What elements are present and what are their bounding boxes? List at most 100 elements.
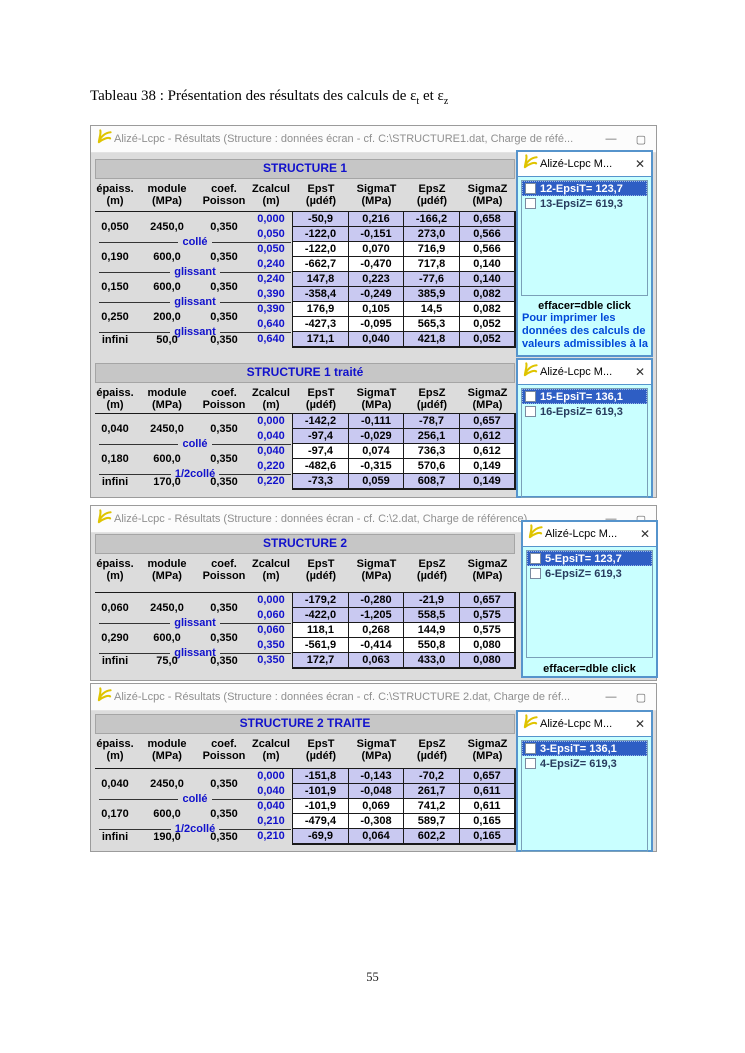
interface-rule-right	[211, 798, 292, 800]
result-cell: -77,6	[404, 272, 460, 287]
column-header: EpsZ (µdéf)	[404, 387, 460, 413]
result-cell: -479,4	[293, 814, 349, 829]
zcalcul-cell: 0,050	[257, 243, 285, 255]
section-header-band: STRUCTURE 1 traité	[95, 363, 515, 383]
column-header-line2: (m)	[262, 750, 280, 762]
result-cell: -50,9	[293, 212, 349, 227]
column-header-line1: module	[147, 183, 187, 195]
minimize-button[interactable]: —	[605, 691, 617, 703]
panel-item-checkbox[interactable]	[530, 553, 541, 564]
column-header-line1: SigmaT	[356, 558, 397, 570]
panel-item-label: 5-EpsiT= 123,7	[545, 552, 622, 565]
table-caption: Tableau 38 : Présentation des résultats …	[90, 88, 449, 107]
interface-label: glissant	[99, 266, 292, 278]
result-cell: 0,223	[349, 272, 404, 287]
interface-label: glissant	[99, 647, 292, 659]
close-button[interactable]: ✕	[639, 527, 651, 541]
zcalcul-cell: 0,050	[257, 228, 285, 240]
result-cell: 0,040	[349, 332, 404, 347]
column-header-line2: Poisson	[202, 750, 246, 762]
panel-item[interactable]: 13-EpsiZ= 619,3	[522, 196, 647, 211]
close-button[interactable]: ✕	[634, 717, 646, 731]
result-cell: -166,2	[404, 212, 460, 227]
column-header-line1: module	[147, 558, 187, 570]
zcalcul-cell: 0,000	[257, 415, 285, 427]
column-header-line2: (MPa)	[152, 399, 182, 411]
interface-rule-left	[99, 652, 171, 654]
result-cell: 0,064	[349, 829, 404, 844]
result-cell: -662,7	[293, 257, 349, 272]
column-header-line2: (m)	[262, 195, 280, 207]
close-button[interactable]: ✕	[634, 157, 646, 171]
interface-type-label: glissant	[174, 266, 216, 278]
panel-item[interactable]: 12-EpsiT= 123,7	[522, 181, 647, 196]
minimize-button[interactable]: —	[605, 133, 617, 145]
panel-item-label: 12-EpsiT= 123,7	[540, 182, 623, 195]
column-header: Zcalcul (m)	[249, 387, 293, 413]
maximize-button[interactable]: ▢	[635, 133, 647, 146]
panel-item[interactable]: 15-EpsiT= 136,1	[522, 389, 647, 404]
panel-item-label: 13-EpsiZ= 619,3	[540, 197, 623, 210]
result-cell: 558,5	[404, 608, 460, 623]
column-header: SigmaT (MPa)	[349, 738, 404, 764]
panel-item[interactable]: 4-EpsiZ= 619,3	[522, 756, 647, 771]
result-cell: 0,149	[460, 474, 515, 489]
poisson-cell: 0,350	[210, 632, 238, 644]
result-cell: 0,658	[460, 212, 515, 227]
column-header-line1: EpsZ	[418, 387, 446, 399]
alize-logo-icon	[520, 714, 540, 734]
column-header: coef. Poisson	[199, 183, 249, 209]
panel-titlebar[interactable]: Alizé-Lcpc M... ✕	[518, 360, 651, 385]
minimize-button[interactable]: —	[605, 513, 617, 525]
maximize-button[interactable]: ▢	[635, 691, 647, 704]
column-header: coef. Poisson	[199, 558, 249, 584]
alize-logo-icon	[525, 524, 545, 544]
result-cell: 0,069	[349, 799, 404, 814]
panel-item-checkbox[interactable]	[525, 198, 536, 209]
section-header-label: STRUCTURE 2	[262, 536, 347, 550]
result-cell: -0,280	[349, 593, 404, 608]
module-cell: 190,0	[153, 830, 181, 843]
column-header-line2: (MPa)	[472, 399, 503, 411]
result-cell: -97,4	[293, 444, 349, 459]
thickness-cell: 0,040	[101, 778, 129, 790]
panel-titlebar[interactable]: Alizé-Lcpc M... ✕	[518, 712, 651, 737]
result-cell: 176,9	[293, 302, 349, 317]
panel-item[interactable]: 5-EpsiT= 123,7	[527, 551, 652, 566]
column-header: module (MPa)	[135, 558, 199, 584]
column-header-line2: (MPa)	[152, 570, 182, 582]
column-header: SigmaZ (MPa)	[460, 558, 515, 584]
panel-item-checkbox[interactable]	[525, 743, 536, 754]
section-header-label: STRUCTURE 1 traité	[246, 365, 364, 379]
alize-logo-icon	[94, 129, 114, 149]
interface-type-label: collé	[182, 793, 208, 805]
panel-item-checkbox[interactable]	[525, 406, 536, 417]
panel-item[interactable]: 6-EpsiZ= 619,3	[527, 566, 652, 581]
panel-item-label: 4-EpsiZ= 619,3	[540, 757, 617, 770]
window-titlebar[interactable]: Alizé-Lcpc - Résultats (Structure : donn…	[91, 126, 656, 153]
thickness-cell: infini	[101, 654, 129, 667]
poisson-cell: 0,350	[210, 251, 238, 263]
zcalcul-cell: 0,000	[257, 770, 285, 782]
column-header-line1: Zcalcul	[252, 387, 290, 399]
panel-item-checkbox[interactable]	[525, 183, 536, 194]
result-cell: 0,140	[460, 272, 515, 287]
window-titlebar[interactable]: Alizé-Lcpc - Résultats (Structure : donn…	[91, 506, 656, 533]
maximize-button[interactable]: ▢	[626, 513, 656, 526]
result-cell: 0,082	[460, 302, 515, 317]
zcalcul-cell: 0,000	[257, 213, 285, 225]
thickness-cell: 0,190	[101, 251, 129, 263]
panel-item-checkbox[interactable]	[525, 758, 536, 769]
module-cell: 170,0	[153, 475, 181, 488]
window-titlebar[interactable]: Alizé-Lcpc - Résultats (Structure : donn…	[91, 684, 656, 711]
poisson-cell: 0,350	[210, 453, 238, 465]
interface-rule-left	[99, 271, 171, 273]
close-button[interactable]: ✕	[634, 365, 646, 379]
panel-item[interactable]: 16-EpsiZ= 619,3	[522, 404, 647, 419]
panel-item-checkbox[interactable]	[530, 568, 541, 579]
result-cell: 261,7	[404, 784, 460, 799]
panel-titlebar[interactable]: Alizé-Lcpc M... ✕	[523, 522, 656, 547]
panel-titlebar[interactable]: Alizé-Lcpc M... ✕	[518, 152, 651, 177]
panel-item[interactable]: 3-EpsiT= 136,1	[522, 741, 647, 756]
panel-item-checkbox[interactable]	[525, 391, 536, 402]
